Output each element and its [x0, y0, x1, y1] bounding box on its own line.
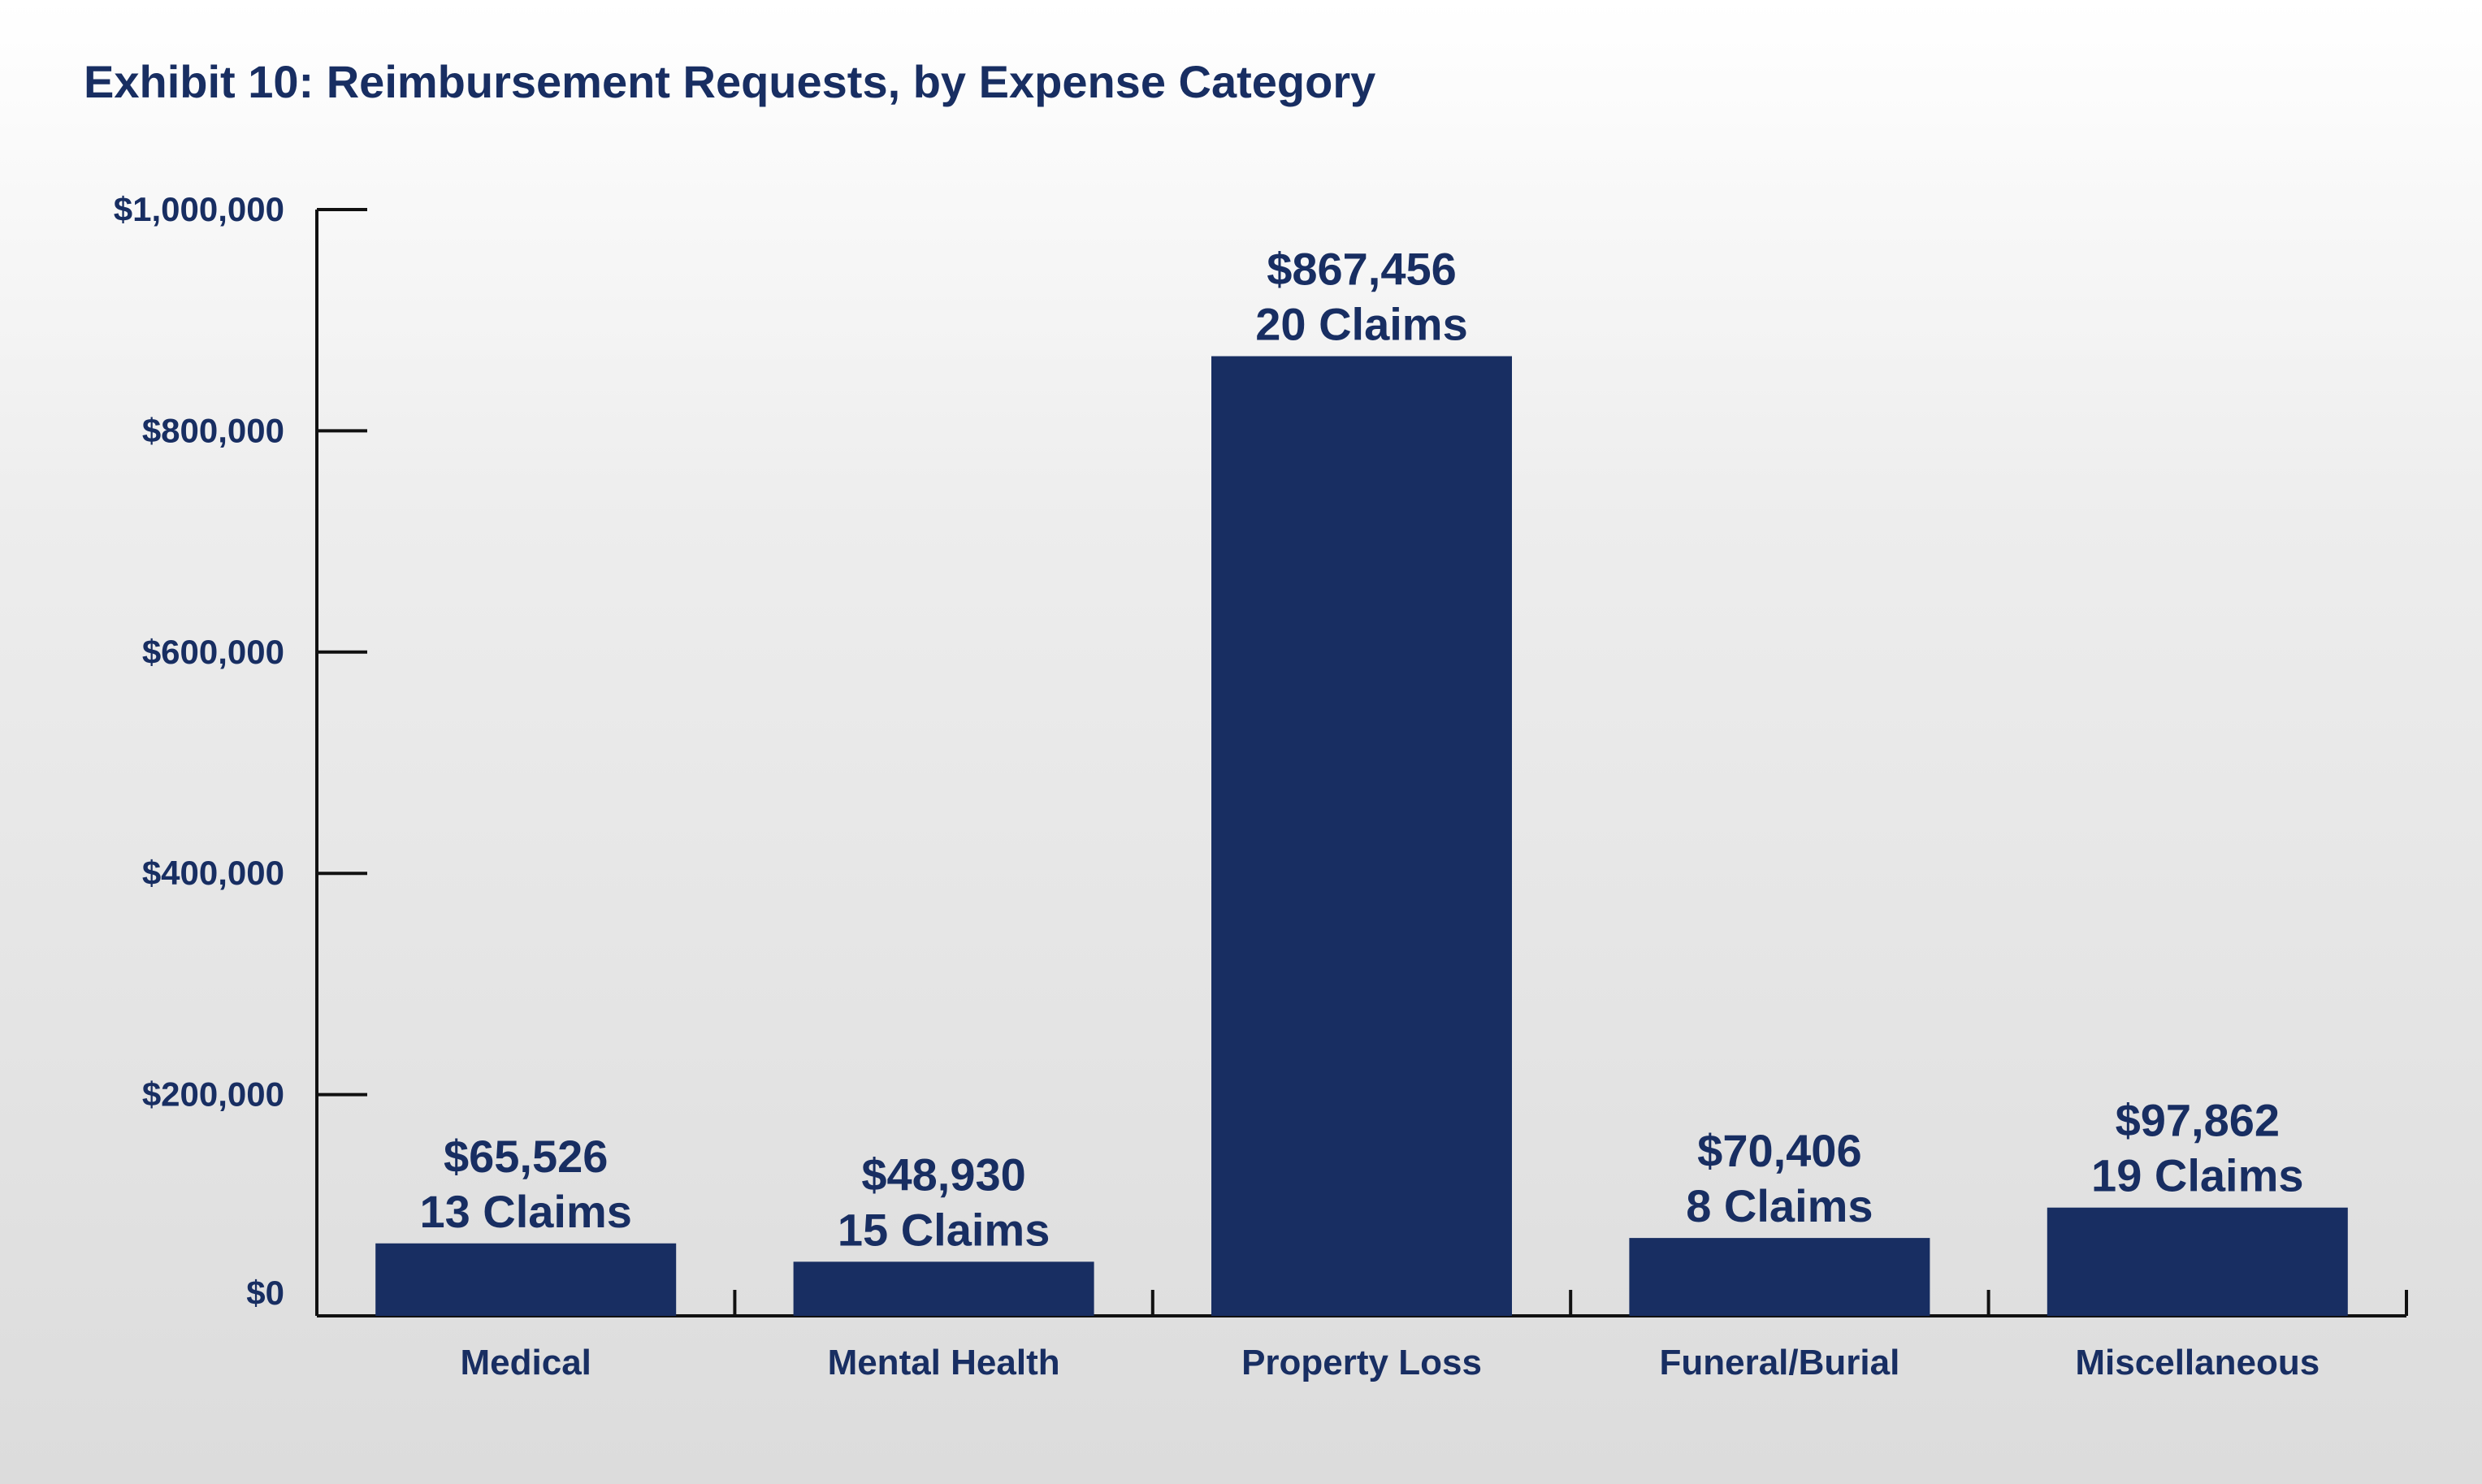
bar-claims-label: 13 Claims: [419, 1186, 632, 1237]
y-tick-label: $0: [246, 1274, 284, 1312]
bar: [2047, 1207, 2348, 1316]
y-tick-label: $600,000: [142, 633, 284, 671]
bar: [793, 1261, 1094, 1316]
x-tick-label: Miscellaneous: [2075, 1343, 2320, 1382]
x-tick-label: Medical: [461, 1343, 591, 1382]
y-tick-label: $200,000: [142, 1075, 284, 1114]
bar: [375, 1243, 677, 1316]
y-tick-label: $800,000: [142, 411, 284, 449]
bar: [1629, 1238, 1930, 1316]
bars: [375, 356, 2348, 1317]
bar-claims-label: 15 Claims: [838, 1204, 1050, 1255]
bar-value-label: $97,862: [2116, 1095, 2280, 1146]
bar-claims-label: 19 Claims: [2091, 1150, 2304, 1201]
bar-claims-label: 8 Claims: [1686, 1180, 1873, 1231]
y-tick-label: $1,000,000: [114, 190, 284, 228]
y-tick-label: $400,000: [142, 854, 284, 892]
bar-value-label: $48,930: [861, 1149, 1025, 1200]
bar-value-label: $867,456: [1267, 244, 1457, 295]
bar: [1211, 356, 1512, 1317]
x-tick-label: Mental Health: [828, 1343, 1060, 1382]
bar-claims-label: 20 Claims: [1255, 299, 1468, 350]
bar-value-label: $70,406: [1697, 1125, 1861, 1176]
x-tick-label: Funeral/Burial: [1659, 1343, 1899, 1382]
x-tick-label: Property Loss: [1241, 1343, 1482, 1382]
bar-value-label: $65,526: [444, 1131, 608, 1182]
chart-title: Exhibit 10: Reimbursement Requests, by E…: [84, 56, 1375, 107]
